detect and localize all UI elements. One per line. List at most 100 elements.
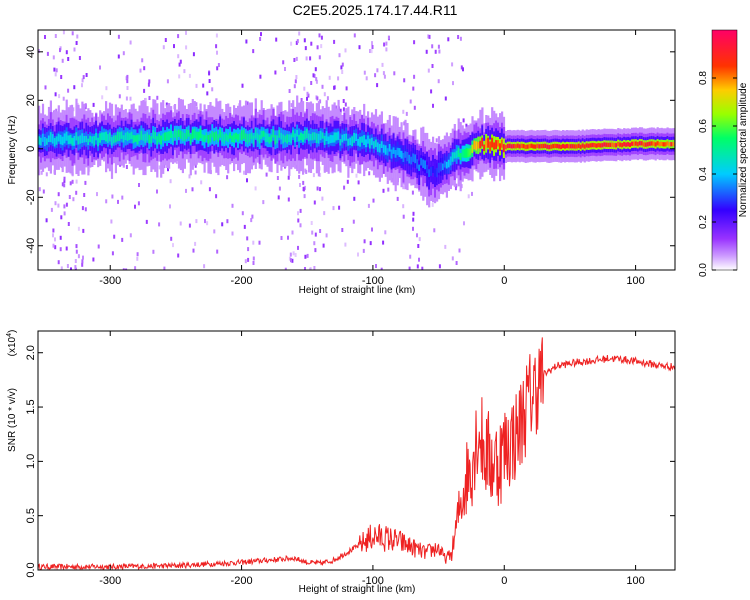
heatmap-cell	[426, 164, 429, 174]
heatmap-cell	[185, 30, 187, 35]
heatmap-cell	[242, 129, 246, 139]
heatmap-cell	[101, 132, 104, 141]
heatmap-cell	[298, 134, 301, 142]
heatmap-cell	[215, 44, 218, 49]
heatmap-cell	[54, 237, 56, 242]
heatmap-cell	[81, 206, 84, 211]
heatmap-cell	[465, 123, 468, 128]
heatmap-cell	[383, 42, 386, 47]
heatmap-cell	[357, 252, 359, 257]
heatmap-cell	[341, 62, 344, 67]
heatmap-cell	[342, 99, 345, 103]
heatmap-cell	[280, 236, 283, 240]
heatmap-cell	[264, 132, 267, 143]
heatmap-cell	[59, 134, 62, 145]
heatmap-cell	[306, 96, 308, 101]
heatmap-cell	[526, 144, 529, 149]
heatmap-cell	[71, 179, 74, 184]
heatmap-cell	[359, 136, 362, 147]
heatmap-cell	[69, 181, 72, 186]
heatmap-cell	[81, 259, 84, 264]
heatmap-cell	[92, 102, 95, 107]
heatmap-cell	[530, 143, 533, 148]
heatmap-cell	[282, 60, 285, 65]
heatmap-cell	[365, 139, 368, 148]
heatmap-cell	[177, 54, 180, 59]
heatmap-cell	[534, 144, 537, 149]
heatmap-cell	[233, 133, 236, 143]
heatmap-cell	[122, 268, 125, 270]
heatmap-cell	[82, 75, 85, 80]
heatmap-cell	[54, 92, 57, 97]
heatmap-cell	[259, 37, 262, 41]
heatmap-cell	[418, 164, 421, 171]
heatmap-cell	[427, 34, 430, 39]
heatmap-cell	[309, 267, 312, 270]
heatmap-cell	[260, 130, 263, 139]
heatmap-cell	[284, 67, 286, 71]
heatmap-cell	[111, 251, 114, 256]
heatmap-cell	[412, 153, 415, 162]
heatmap-cell	[75, 244, 78, 249]
heatmap-cell	[385, 47, 388, 52]
heatmap-cell	[292, 130, 295, 138]
bottom-y-axis: 0.0 0.5 1.0 1.5 2.0	[25, 345, 675, 578]
heatmap-cell	[313, 132, 316, 140]
heatmap-cell	[402, 214, 405, 219]
heatmap-cell	[252, 135, 255, 145]
heatmap-cell	[60, 75, 63, 79]
heatmap-cell	[40, 137, 43, 146]
heatmap-cell	[145, 219, 148, 224]
heatmap-cell	[121, 237, 124, 242]
y-tick-label: 40	[25, 46, 37, 58]
heatmap-cell	[105, 131, 108, 142]
heatmap-cell	[67, 88, 70, 93]
heatmap-cell	[413, 105, 416, 110]
heatmap-cell	[126, 86, 129, 90]
heatmap-cell	[286, 134, 289, 144]
heatmap-cell	[556, 143, 559, 149]
heatmap-cell	[82, 255, 84, 260]
heatmap-cell	[114, 135, 117, 143]
heatmap-cell	[126, 74, 129, 79]
bottom-y-multiplier: (x104)	[6, 330, 18, 357]
heatmap-cell	[258, 240, 261, 245]
heatmap-cell	[111, 194, 114, 199]
heatmap-cell	[302, 133, 305, 143]
heatmap-cell	[374, 73, 377, 78]
heatmap-cell	[393, 71, 396, 76]
heatmap-cell	[183, 69, 186, 74]
heatmap-cell	[67, 57, 70, 61]
heatmap-cell	[99, 65, 101, 70]
heatmap-cell	[125, 268, 128, 270]
heatmap-cell	[223, 134, 226, 144]
heatmap-cell	[265, 172, 268, 177]
heatmap-cell	[425, 49, 428, 54]
heatmap-cell	[431, 44, 434, 49]
heatmap-cell	[75, 190, 78, 195]
heatmap-cell	[386, 148, 389, 156]
heatmap-cell	[310, 41, 313, 46]
colorbar-tick-label: 0.0	[698, 263, 709, 277]
heatmap-cell	[325, 131, 328, 141]
heatmap-cell	[199, 128, 202, 139]
heatmap-cell	[293, 58, 296, 62]
heatmap-cell	[296, 130, 299, 137]
heatmap-cell	[244, 259, 247, 264]
heatmap-cell	[276, 176, 279, 180]
heatmap-cell	[166, 79, 169, 84]
heatmap-cell	[384, 230, 387, 235]
heatmap-cell	[179, 59, 182, 64]
heatmap-cell	[304, 46, 307, 51]
heatmap-cell	[156, 136, 159, 145]
heatmap-cell	[76, 34, 79, 39]
heatmap-cell	[340, 65, 343, 70]
x-tick-label: 100	[626, 575, 644, 587]
heatmap-cell	[96, 192, 98, 197]
heatmap-cell	[57, 192, 60, 197]
heatmap-cell	[252, 240, 255, 245]
heatmap-cell	[357, 180, 360, 185]
heatmap-cell	[314, 232, 317, 237]
heatmap-cell	[63, 183, 66, 188]
heatmap-cell	[137, 201, 140, 206]
